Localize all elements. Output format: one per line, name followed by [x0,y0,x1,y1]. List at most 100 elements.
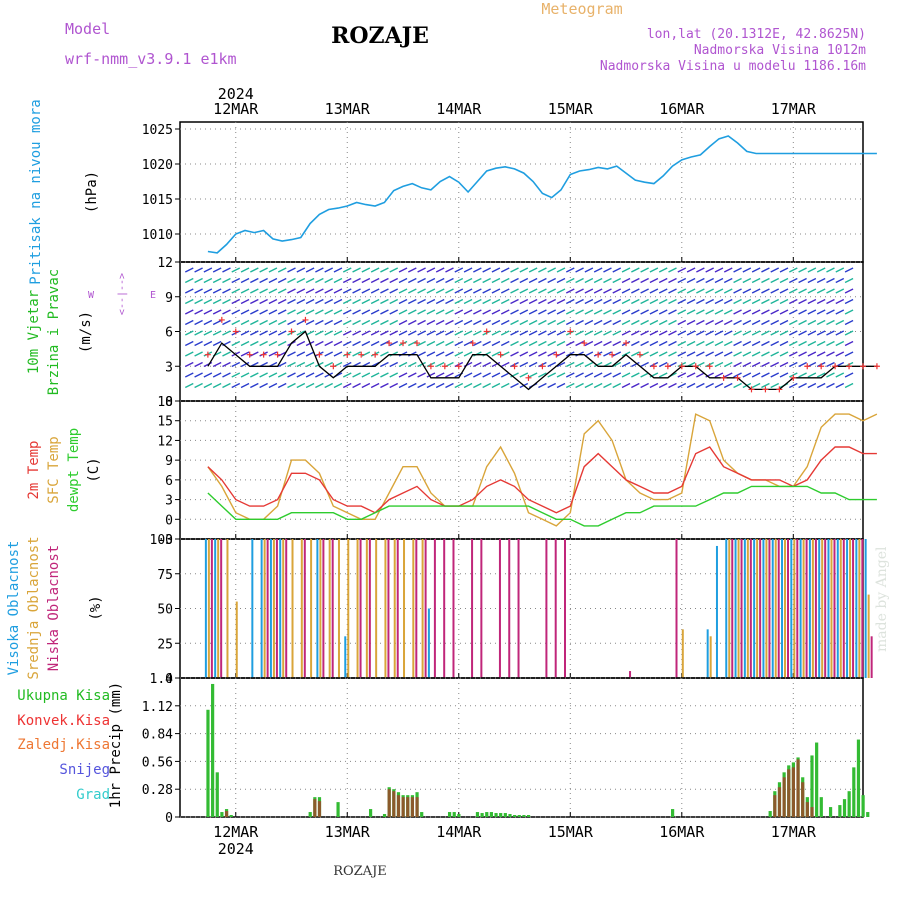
wind-barb [500,288,510,294]
wind-barb [510,277,519,284]
wind-barb [816,351,826,357]
pressure-ytick-label: 1025 [142,123,173,138]
wind-barb [649,277,659,284]
cloud-mid-bar [728,539,731,678]
wind-barb [510,382,519,389]
cloud-high-bar [762,539,765,678]
wind-barb [621,309,631,315]
wind-barb [807,330,817,336]
wind-barb [816,277,826,284]
wind-barb [194,267,203,273]
wind-barb [584,319,594,326]
temp-ylabel-2m: 2m Temp [26,440,42,499]
wind-barb [751,330,761,336]
wind-barb [547,298,557,305]
wind-barb [194,340,203,347]
cloud-low-bar [275,539,278,678]
wind-barb [779,277,789,284]
wind-barb [658,288,668,294]
wind-barb [510,319,519,326]
cloud-mid-bar [681,629,684,678]
wind-barb [194,288,203,294]
wind-barb [417,340,426,347]
wind-barb [528,340,538,347]
wind-barb [519,298,529,305]
wind-barb [751,267,761,273]
wind-barb [203,288,213,294]
wind-gust-mark [762,386,769,393]
wind-barb [584,288,594,294]
day-label-bottom: 16MAR [659,823,705,841]
day-label-top: 17MAR [771,100,817,118]
wind-barb [593,277,603,284]
wind-barb [528,277,538,284]
wind-barb [519,351,529,357]
wind-barb [779,330,789,336]
wind-barb [324,372,333,378]
wind-gust-mark [483,328,490,335]
wind-barb [844,267,854,273]
wind-barb [584,351,594,357]
wind-barb [222,277,231,284]
wind-barb [658,267,668,273]
wind-barb [788,361,798,368]
wind-barb [714,361,724,368]
cloud-low-bar [517,539,520,678]
wind-barb [268,330,278,336]
wind-barb [788,267,798,273]
wind-barb [612,267,622,273]
wind-barb [519,330,529,336]
wind-barb [668,382,677,389]
wind-barb [231,309,241,315]
cloud-high-bar [790,539,793,678]
dewpt-line [207,485,877,527]
cloud-high-bar [204,539,207,678]
precip-total-bar [861,795,865,817]
wind-barb [603,330,612,336]
wind-barb [751,319,761,326]
wind-gust-mark [232,328,239,335]
wind-barb [389,319,399,326]
wind-barb [296,298,306,305]
wind-barb [380,288,389,294]
wind-barb [435,372,445,378]
wind-barb [296,372,306,378]
wind-barb [361,330,371,336]
wind-barb [723,267,733,273]
wind-barb [761,288,770,294]
wind-barb [212,372,222,378]
wind-barb [342,330,352,336]
wind-barb [668,267,677,273]
wind-barb [435,361,445,368]
wind-barb [696,330,705,336]
wind-barb [835,340,845,347]
wind-barb [631,298,640,305]
wind-barb [324,309,333,315]
wind-barb [454,382,464,389]
wind-barb [500,319,510,326]
wind-barb [389,277,399,284]
wind-barb [631,319,640,326]
wind-barb [705,277,714,284]
temp-ytick-label: 6 [165,474,173,489]
wind-barb [305,298,315,305]
wind-barb [528,330,538,336]
wind-barb [482,319,491,326]
temp-ytick-label: 12 [157,434,173,449]
wind-gust-mark [748,386,755,393]
wind-barb [640,351,649,357]
wind-barb [333,277,343,284]
wind-barb [380,340,389,347]
wind-barb [788,309,798,315]
cloud-high-bar [753,539,756,678]
wind-barb [584,267,594,273]
wind-barb [435,319,445,326]
wind-barb [658,309,668,315]
wind-gust-mark [664,363,671,370]
cloud-low-bar [452,539,455,678]
wind-gust-mark [609,351,616,358]
wind-barb [696,351,705,357]
wind-barb [259,309,268,315]
wind-barb [473,361,482,368]
wind-gust-mark [623,340,630,347]
